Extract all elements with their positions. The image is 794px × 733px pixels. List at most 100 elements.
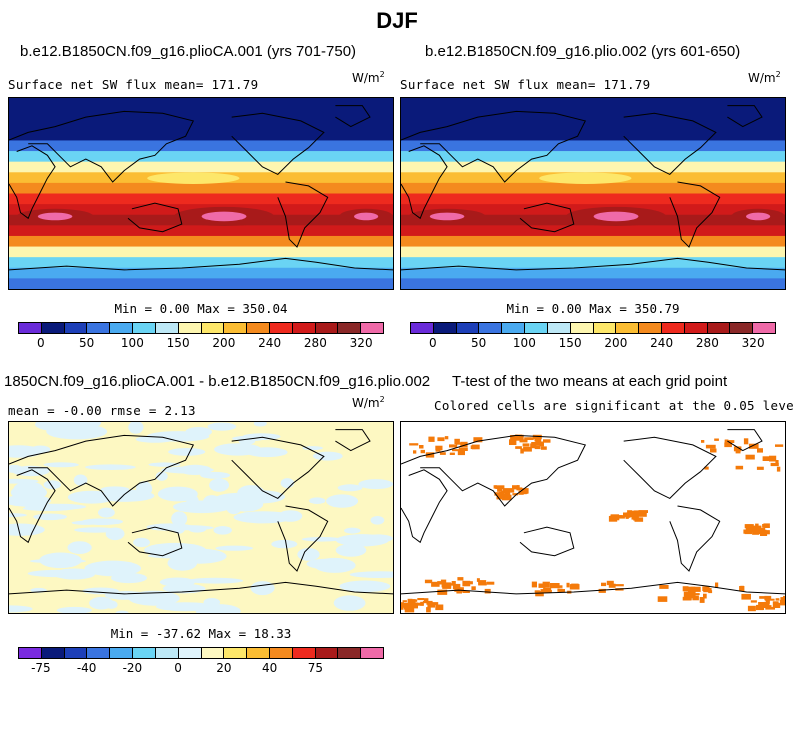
diff-patch [43, 462, 79, 468]
significant-cell [429, 603, 434, 606]
panel2-subtitle: Surface net SW flux mean= 171.79 [400, 77, 651, 92]
significant-cell [743, 438, 749, 445]
panel1-title: b.e12.B1850CN.f09_g16.plioCA.001 (yrs 70… [20, 43, 357, 60]
significant-cell [484, 588, 491, 594]
colorbar-swatch [593, 323, 617, 333]
colorbar-tick-label: 100 [512, 336, 536, 350]
significant-cell [497, 486, 503, 492]
flux-band [401, 257, 785, 269]
colorbar-tick-label: 240 [258, 336, 282, 350]
flux-band [9, 278, 393, 289]
significant-cell [756, 466, 764, 470]
diff-patch [164, 584, 200, 590]
significant-cell [417, 598, 425, 601]
significant-cell [437, 589, 448, 595]
coastline [401, 257, 785, 271]
coastline [9, 257, 393, 271]
significant-cell [702, 586, 710, 591]
significant-cell [776, 466, 781, 472]
panel2-coastlines [401, 105, 785, 271]
significant-cell [423, 598, 429, 602]
colorbar-tick-label: 200 [212, 336, 236, 350]
significant-cell [522, 443, 530, 447]
significant-cell [441, 582, 452, 588]
colorbar-tick-label: 50 [470, 336, 487, 350]
diff-patch [214, 443, 262, 456]
coastline [401, 469, 448, 544]
flux-minimum [147, 172, 240, 184]
significant-cell [543, 439, 551, 443]
colorbar-tick-label: 20 [216, 661, 232, 675]
panel4-map-field [401, 429, 785, 613]
significant-cell [760, 530, 768, 536]
diff-patch [133, 537, 150, 548]
diff-patch [271, 539, 298, 549]
significant-cell [449, 452, 455, 455]
colorbar-swatch [64, 323, 88, 333]
colorbar-swatch [133, 323, 156, 333]
significant-cell [775, 444, 784, 447]
colorbar-swatch [753, 323, 775, 333]
diff-patch [81, 518, 123, 525]
significant-cell [534, 445, 541, 450]
diff-patch [227, 497, 264, 512]
diff-patch [95, 489, 155, 502]
diff-patch [35, 422, 86, 432]
significant-cell [783, 595, 785, 599]
diff-patch [84, 560, 142, 577]
flux-band [401, 151, 785, 163]
diff-patch [53, 568, 96, 580]
colorbar-swatch [155, 323, 179, 333]
significant-cell [755, 523, 759, 528]
flux-band [401, 246, 785, 258]
significant-cell [758, 602, 767, 607]
panel4-title: T-test of the two means at each grid poi… [452, 373, 728, 390]
significant-cell [629, 510, 634, 515]
significant-cell [538, 583, 546, 588]
panel3-coastlines [9, 429, 393, 595]
panel1-colorbar [18, 322, 384, 334]
significant-cell [749, 527, 758, 530]
colorbar-swatch [707, 323, 731, 333]
panel1-subtitle: Surface net SW flux mean= 171.79 [8, 77, 259, 92]
diff-patch [9, 478, 39, 484]
flux-band [9, 225, 393, 237]
significant-cell [402, 600, 407, 603]
significant-cell [657, 596, 668, 602]
significant-cell [454, 587, 464, 592]
significant-cell [608, 583, 616, 588]
significant-cell [747, 605, 756, 612]
flux-band [9, 193, 393, 205]
coastline [519, 202, 575, 233]
colorbar-tick-label: -20 [122, 661, 143, 675]
flux-band [401, 161, 785, 173]
colorbar-swatch [361, 323, 383, 333]
significant-cell [775, 460, 779, 464]
diff-patch [339, 580, 391, 593]
coastline [669, 181, 721, 248]
flux-minimum [539, 172, 632, 184]
significant-cell [608, 516, 618, 522]
significant-cell [420, 449, 425, 454]
colorbar-tick-label: 40 [261, 661, 278, 675]
significant-cell [512, 486, 520, 489]
coastline [623, 436, 717, 500]
significant-cell [458, 447, 468, 451]
flux-band [9, 129, 393, 141]
colorbar-swatch [479, 323, 503, 333]
diff-patch [250, 581, 275, 596]
diff-patch [22, 506, 75, 511]
flux-band [9, 161, 393, 173]
significant-cell [774, 602, 781, 608]
panel2-colorbar [410, 322, 776, 334]
flux-band [9, 182, 393, 194]
coastline [335, 105, 371, 128]
flux-peak [593, 211, 639, 222]
colorbar-swatch [178, 648, 202, 658]
colorbar-swatch [730, 323, 754, 333]
significant-cell [512, 493, 519, 496]
significant-cell [401, 604, 404, 610]
panel1-units: W/m2 [352, 70, 385, 85]
colorbar-swatch [411, 323, 434, 333]
diff-patch [302, 446, 323, 451]
